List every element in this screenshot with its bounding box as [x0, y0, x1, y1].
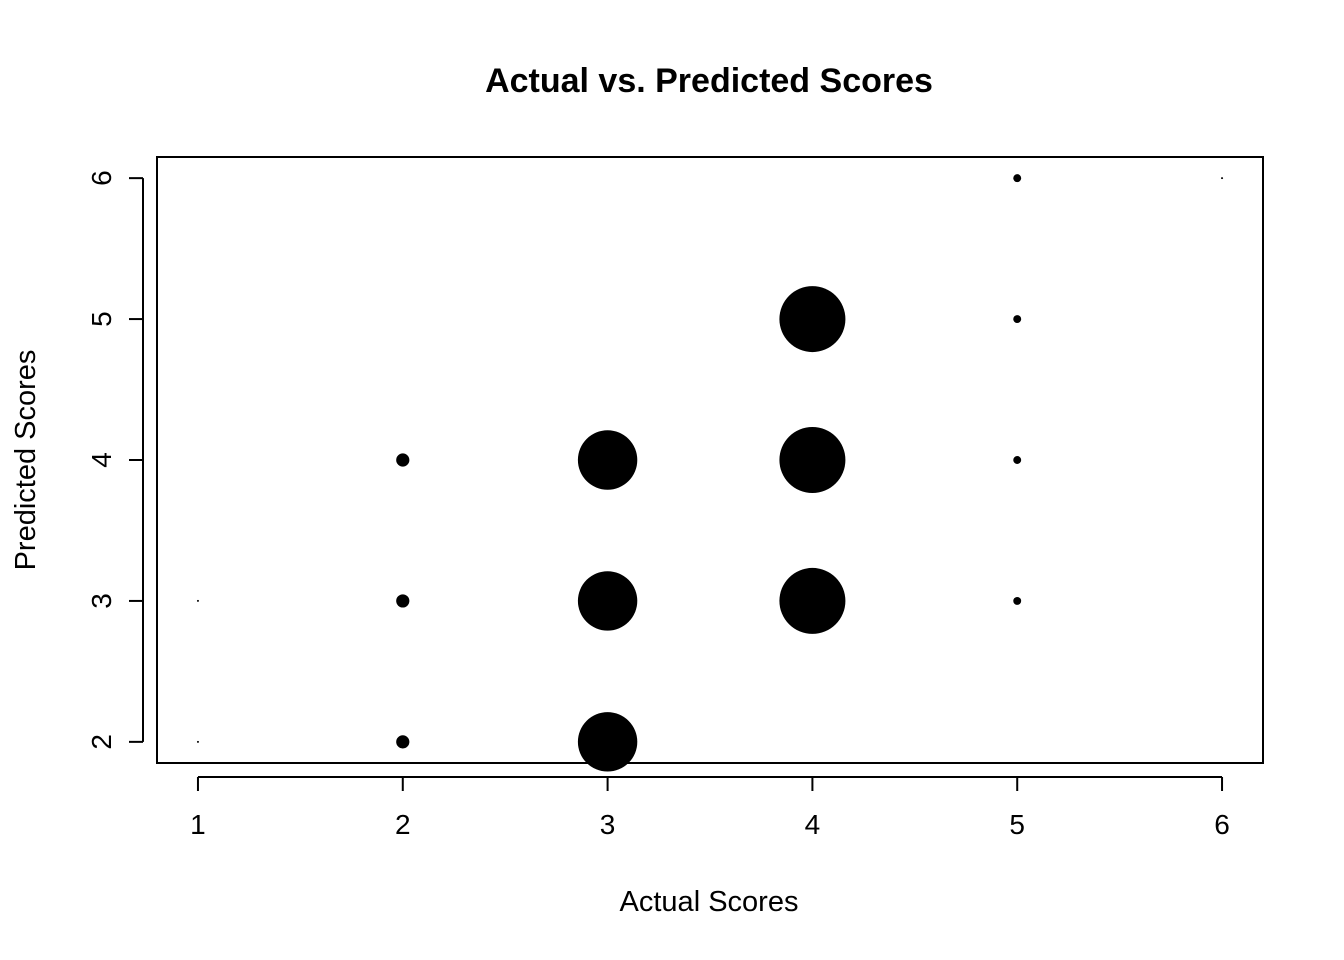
y-tick-label: 3 [86, 593, 117, 609]
x-tick-label: 4 [805, 809, 821, 840]
scatter-point [396, 594, 410, 608]
scatter-point [1013, 456, 1022, 464]
scatter-point [1221, 177, 1224, 180]
y-axis: 2 3 4 5 6 [86, 170, 144, 750]
chart-title: Actual vs. Predicted Scores [485, 62, 933, 100]
x-tick-label: 2 [395, 809, 411, 840]
x-axis-label: Actual Scores [620, 886, 799, 918]
x-tick-label: 1 [190, 809, 206, 840]
y-tick-label: 2 [86, 734, 117, 750]
scatter-point [396, 453, 410, 467]
x-tick-label: 3 [600, 809, 616, 840]
y-tick-label: 4 [86, 452, 117, 468]
scatter-point [779, 567, 846, 634]
scatter-point [577, 712, 638, 772]
scatter-point [1013, 174, 1022, 183]
y-tick-label: 6 [86, 170, 117, 186]
scatter-point [396, 735, 410, 749]
y-axis-label: Predicted Scores [10, 350, 42, 571]
x-axis: 1 2 3 4 5 6 [190, 776, 1230, 840]
scatter-point [196, 599, 199, 602]
scatter-point [577, 430, 638, 490]
x-tick-label: 6 [1214, 809, 1230, 840]
scatter-point [1013, 315, 1022, 324]
y-tick-label: 5 [86, 311, 117, 327]
scatter-point [577, 571, 638, 631]
plot-frame [156, 156, 1264, 764]
scatter-point [779, 286, 846, 353]
scatter-point [1013, 596, 1022, 605]
data-points [196, 174, 1224, 772]
scatter-point [779, 427, 846, 493]
x-tick-label: 5 [1009, 809, 1025, 840]
scatter-point [196, 740, 199, 743]
